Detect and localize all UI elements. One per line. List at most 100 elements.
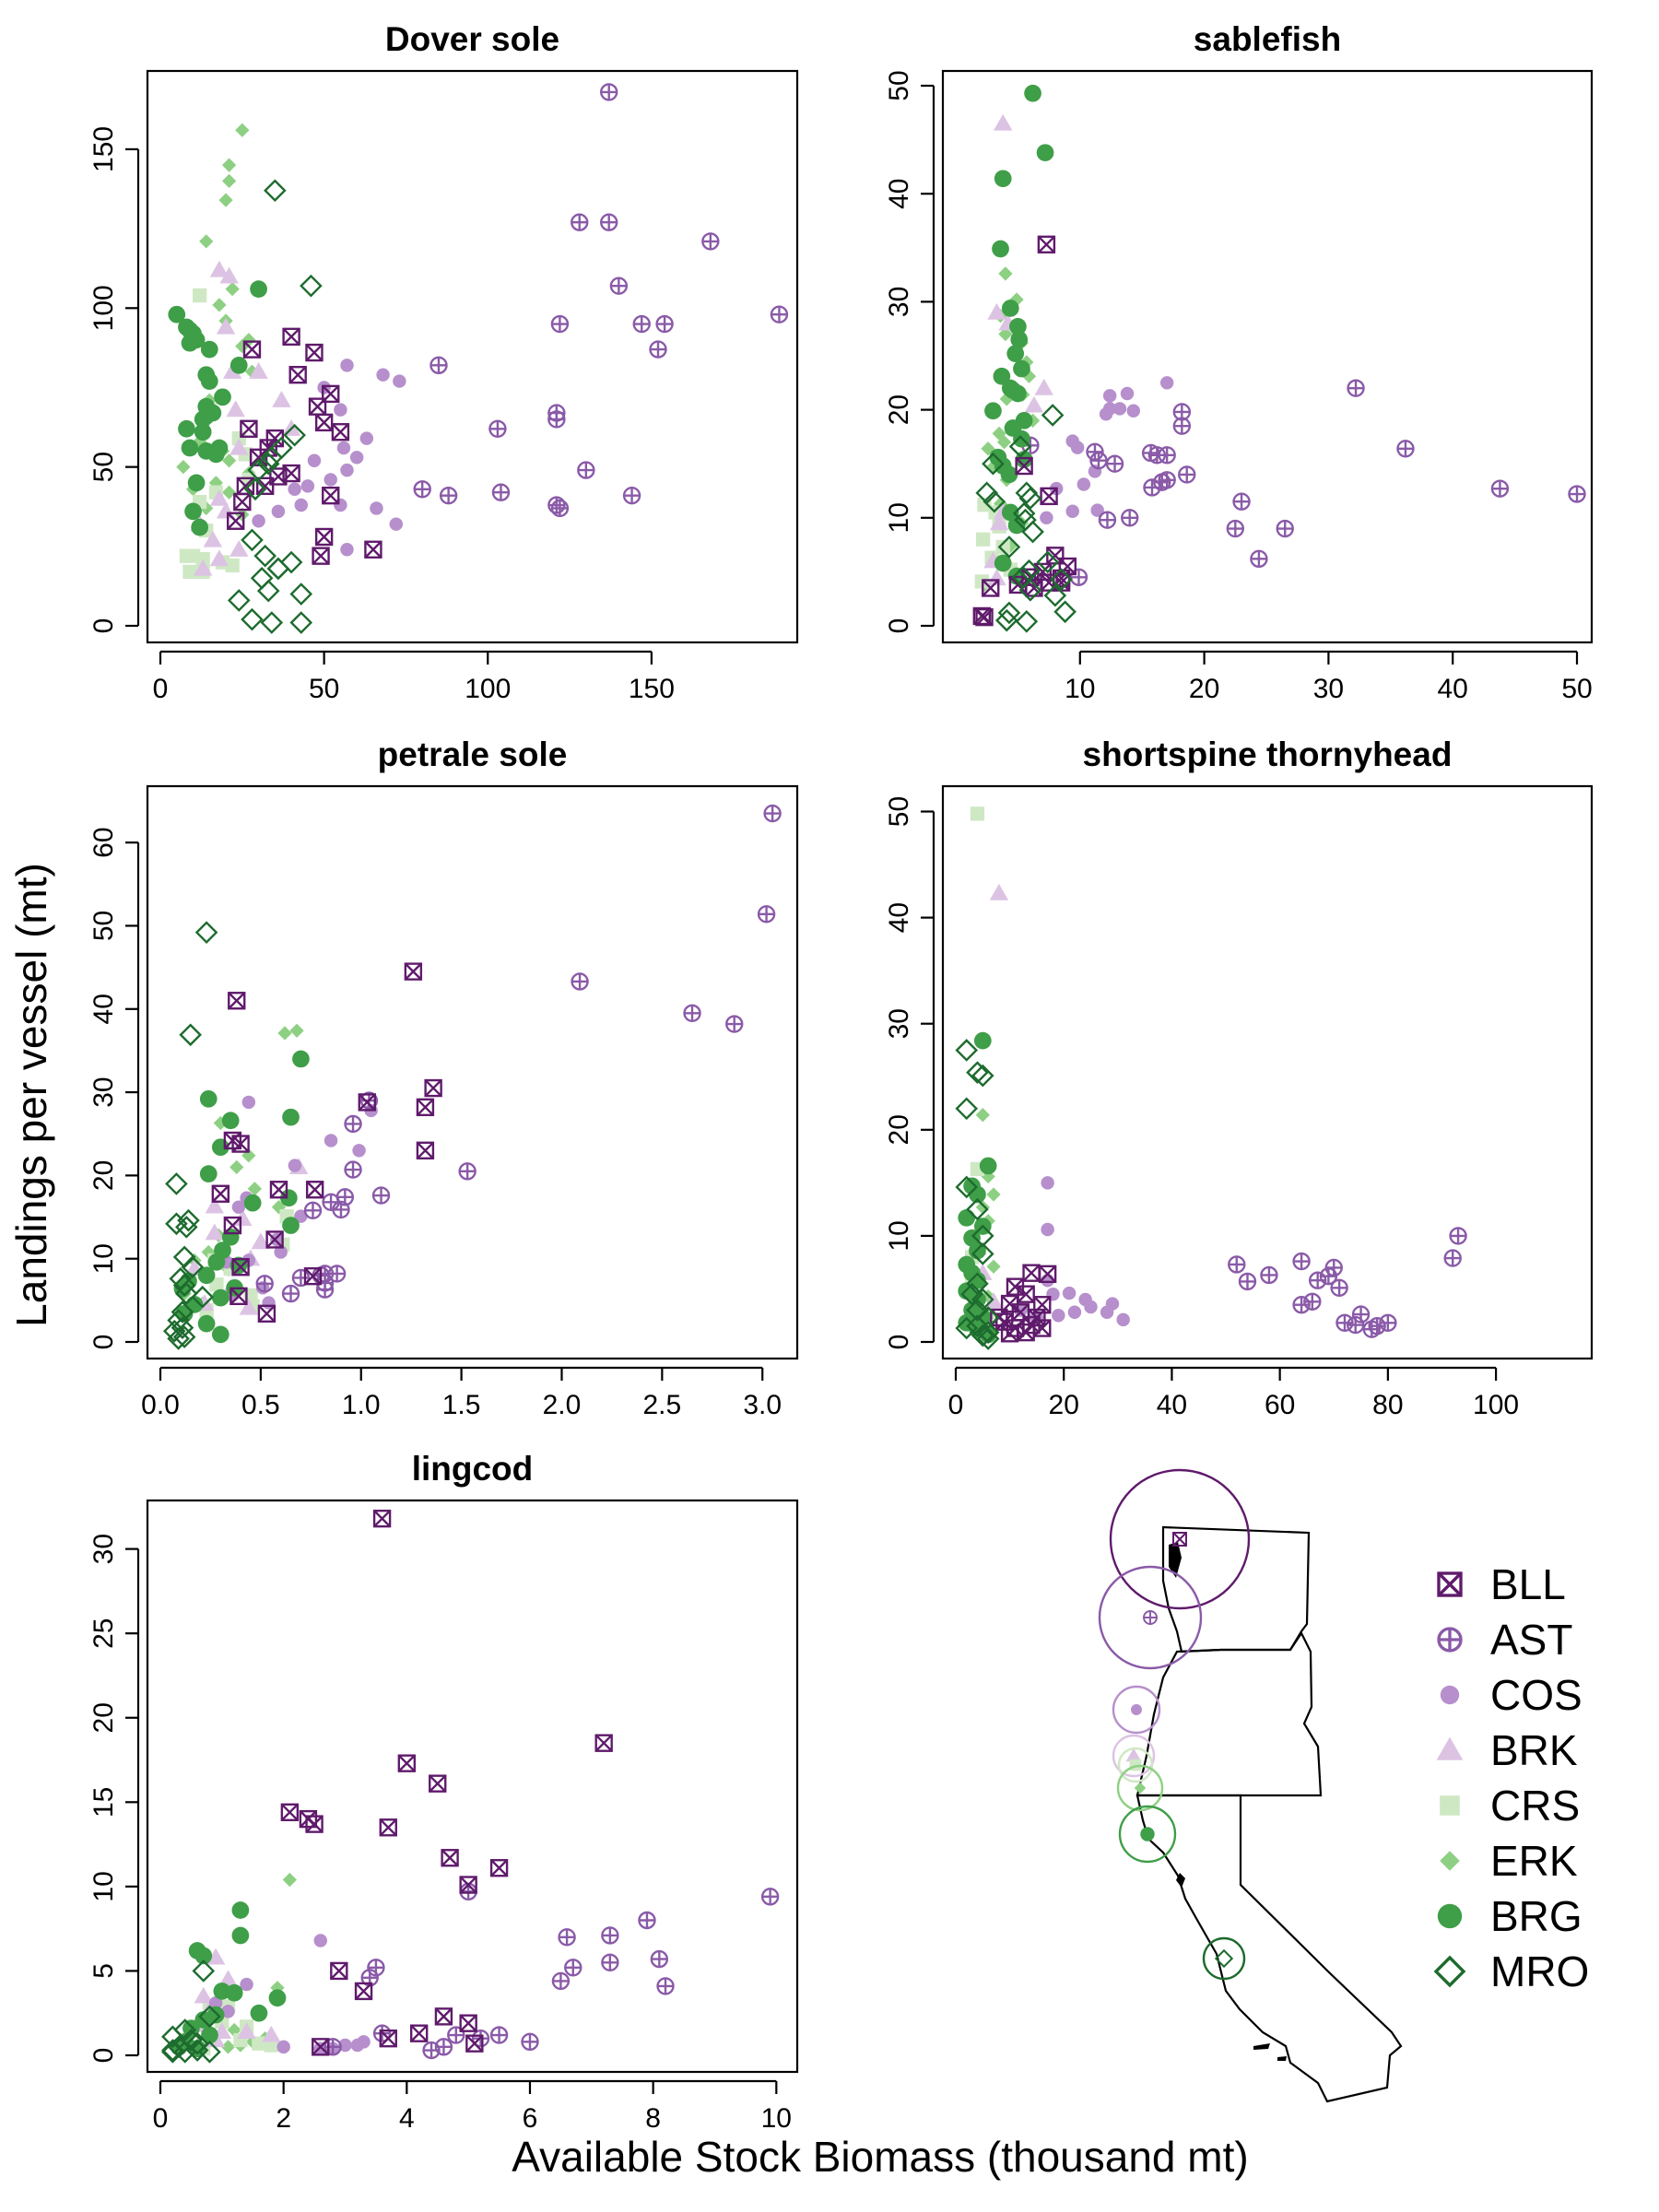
point-cos bbox=[393, 374, 406, 388]
y-tick-label: 40 bbox=[88, 994, 119, 1024]
point-erk bbox=[221, 453, 237, 468]
point-ast bbox=[558, 1928, 576, 1947]
point-cos bbox=[1065, 504, 1079, 518]
point-bll bbox=[982, 579, 1000, 597]
legend-marker bbox=[1437, 1627, 1463, 1653]
point-brg bbox=[992, 240, 1009, 258]
point-cos bbox=[376, 368, 390, 382]
point-brg bbox=[282, 1108, 300, 1126]
point-bll bbox=[233, 492, 252, 512]
point-mro bbox=[260, 611, 284, 634]
port-erk bbox=[1116, 1764, 1164, 1812]
point-bll bbox=[1022, 1264, 1041, 1282]
point-bll bbox=[995, 1312, 1014, 1331]
point-mro bbox=[172, 1325, 196, 1348]
y-tick-label: 50 bbox=[884, 796, 914, 827]
legend-item-erk: ERK bbox=[1440, 1837, 1578, 1885]
point-ast bbox=[315, 1280, 335, 1299]
point-ast bbox=[632, 314, 651, 334]
point-brg bbox=[280, 1189, 298, 1207]
point-ast bbox=[434, 2038, 453, 2056]
point-cos bbox=[1120, 386, 1135, 401]
point-ast bbox=[335, 1188, 355, 1206]
point-brk bbox=[249, 362, 268, 379]
point-bll bbox=[223, 1216, 242, 1235]
point-ast bbox=[1335, 1313, 1354, 1332]
point-ast bbox=[281, 1284, 300, 1303]
x-tick-label: 20 bbox=[1049, 1390, 1079, 1420]
point-bll bbox=[1017, 1285, 1035, 1303]
plot-frame bbox=[941, 69, 1594, 644]
point-bll bbox=[314, 413, 334, 432]
point-brg bbox=[1001, 503, 1019, 522]
point-mro bbox=[250, 566, 274, 590]
puget-sound bbox=[1169, 1542, 1182, 1578]
point-crs bbox=[970, 806, 985, 821]
legend-marker bbox=[1437, 1903, 1463, 1929]
point-mro bbox=[955, 1175, 979, 1199]
point-mro bbox=[955, 1039, 979, 1062]
point-brg bbox=[268, 1989, 287, 2007]
point-mro bbox=[1018, 579, 1042, 602]
y-tick-label: 25 bbox=[88, 1618, 119, 1649]
series-ast bbox=[1021, 379, 1586, 586]
series-cos bbox=[1040, 376, 1174, 525]
point-bll bbox=[429, 1774, 447, 1793]
point-mro bbox=[976, 1321, 1000, 1344]
point-ast bbox=[1260, 1265, 1278, 1285]
point-brk bbox=[229, 540, 249, 557]
legend-marker bbox=[1440, 1795, 1460, 1816]
x-axis: 0 50 100 150 bbox=[153, 650, 675, 704]
legend-marker bbox=[1436, 1736, 1464, 1760]
plot-frame bbox=[146, 1499, 799, 2074]
point-erk bbox=[225, 281, 240, 297]
point-ast bbox=[1292, 1296, 1311, 1314]
point-brk bbox=[216, 317, 236, 335]
point-bll bbox=[354, 1982, 373, 2001]
point-cos bbox=[334, 403, 347, 417]
point-brg bbox=[200, 340, 218, 359]
point-mro bbox=[179, 1023, 202, 1047]
point-brk bbox=[272, 391, 291, 407]
point-bll bbox=[465, 2034, 484, 2053]
port-ring bbox=[1117, 1747, 1154, 1783]
y-tick-label: 20 bbox=[884, 394, 914, 425]
point-cos bbox=[340, 359, 354, 372]
point-mro bbox=[1043, 583, 1067, 607]
point-ast bbox=[571, 213, 589, 231]
point-ast bbox=[551, 1971, 571, 1991]
point-mro bbox=[976, 1327, 1000, 1350]
port-symbol bbox=[1214, 1948, 1234, 1969]
point-crs bbox=[195, 551, 210, 567]
point-ast bbox=[701, 232, 720, 251]
point-ast bbox=[1276, 519, 1294, 538]
y-tick-label: 50 bbox=[88, 452, 119, 482]
point-ast bbox=[763, 804, 782, 823]
x-tick-label: 100 bbox=[465, 674, 511, 704]
point-cos bbox=[1102, 389, 1117, 403]
y-tick-label: 30 bbox=[884, 1008, 914, 1039]
y-tick-label: 50 bbox=[884, 70, 914, 100]
point-cos bbox=[1099, 407, 1113, 421]
point-brg bbox=[984, 402, 1002, 420]
point-mro bbox=[266, 557, 290, 581]
y-tick-label: 50 bbox=[88, 911, 119, 941]
point-brg bbox=[1009, 318, 1027, 335]
point-brg bbox=[207, 445, 225, 464]
point-erk bbox=[271, 1200, 287, 1215]
series-ast bbox=[324, 1882, 780, 2060]
point-cos bbox=[340, 463, 354, 477]
y-axis: 0 5 10 15 20 25 30 bbox=[88, 1534, 140, 2063]
point-ast bbox=[303, 1201, 323, 1220]
point-ast bbox=[1362, 1320, 1381, 1338]
point-erk bbox=[282, 1872, 297, 1888]
point-cos bbox=[1084, 1300, 1098, 1314]
y-tick-label: 15 bbox=[88, 1787, 119, 1818]
y-tick-label: 0 bbox=[88, 618, 119, 634]
point-brk bbox=[209, 488, 229, 506]
x-tick-label: 80 bbox=[1372, 1390, 1403, 1420]
point-bll bbox=[416, 1141, 435, 1159]
point-ast bbox=[656, 1977, 675, 1995]
series-cos bbox=[1014, 1176, 1130, 1327]
y-tick-label: 30 bbox=[884, 287, 914, 317]
